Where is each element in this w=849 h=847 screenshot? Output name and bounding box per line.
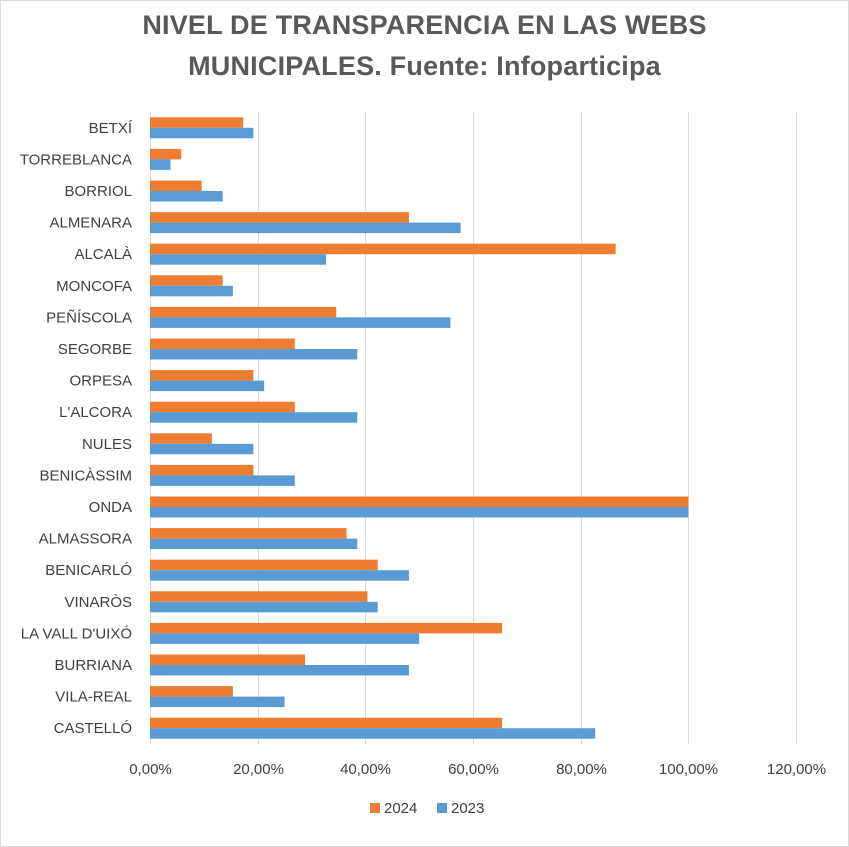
bar-2023 — [150, 222, 461, 234]
x-tick-label: 20,00% — [233, 761, 284, 778]
bar-2024 — [150, 433, 212, 444]
bar-2023 — [150, 317, 451, 328]
category-label: ORPESA — [69, 373, 132, 390]
category-label: TORREBLANCA — [20, 151, 132, 168]
chart-title-line-1: NIVEL DE TRANSPARENCIA EN LAS WEBS — [142, 10, 707, 40]
bar-2023 — [150, 412, 358, 423]
bar-2023 — [150, 538, 358, 550]
category-label: SEGORBE — [58, 341, 132, 358]
category-label: BORRIOL — [64, 183, 132, 200]
x-tick-label: 60,00% — [448, 761, 499, 778]
bar-2024 — [150, 622, 503, 634]
category-label: BENICARLÓ — [45, 562, 132, 579]
x-tick-label: 100,00% — [659, 761, 718, 778]
category-label: BENICÀSSIM — [39, 467, 132, 484]
x-tick-label: 0,00% — [129, 761, 172, 778]
bar-2023 — [150, 349, 358, 360]
category-label: ALCALÀ — [74, 246, 132, 263]
category-label: BURRIANA — [54, 657, 132, 674]
bar-2023 — [150, 443, 254, 455]
bar-2023 — [150, 475, 295, 486]
x-tick-label: 120,00% — [767, 761, 826, 778]
category-label: CASTELLÓ — [54, 720, 132, 737]
x-tick-label: 40,00% — [340, 761, 391, 778]
bar-2023 — [150, 696, 285, 708]
bar-2023 — [150, 159, 171, 170]
bar-2024 — [150, 117, 244, 128]
bar-2024 — [150, 275, 223, 286]
bar-2023 — [150, 570, 409, 581]
legend-label-2023: 2023 — [451, 800, 484, 817]
bar-2023 — [150, 380, 265, 392]
legend-label-2024: 2024 — [384, 800, 417, 817]
bar-2024 — [150, 591, 368, 602]
bar-2024 — [150, 559, 378, 571]
x-tick-label: 80,00% — [556, 761, 607, 778]
bar-2023 — [150, 507, 689, 518]
bar-2024 — [150, 496, 689, 507]
bar-2024 — [150, 528, 347, 539]
category-label: ONDA — [89, 499, 132, 516]
bar-2023 — [150, 191, 223, 202]
bar-2024 — [150, 464, 254, 476]
chart-title-line-2: MUNICIPALES. Fuente: Infoparticipa — [188, 51, 661, 81]
bar-2023 — [150, 285, 233, 297]
bar-2024 — [150, 654, 306, 665]
category-label: LA VALL D'UIXÓ — [21, 625, 132, 642]
category-label: PEÑÍSCOLA — [46, 309, 132, 326]
bar-2024 — [150, 686, 233, 697]
category-label: L'ALCORA — [59, 404, 132, 421]
bar-2024 — [150, 717, 503, 729]
category-label: ALMENARA — [49, 215, 132, 232]
bar-2023 — [150, 127, 254, 139]
category-label: NULES — [82, 436, 132, 453]
bar-2023 — [150, 633, 420, 644]
bar-2024 — [150, 148, 182, 160]
category-label: BETXÍ — [89, 120, 133, 137]
bar-2024 — [150, 180, 202, 191]
bar-2024 — [150, 338, 295, 349]
bar-2024 — [150, 306, 337, 318]
bar-2024 — [150, 243, 616, 255]
bar-2023 — [150, 601, 378, 613]
bar-2023 — [150, 728, 596, 739]
category-label: VILA-REAL — [55, 689, 132, 706]
bar-2024 — [150, 370, 254, 381]
bar-2023 — [150, 254, 327, 265]
bar-2024 — [150, 212, 409, 223]
bar-2024 — [150, 401, 295, 413]
bar-2023 — [150, 665, 409, 676]
category-label: VINARÒS — [64, 594, 132, 611]
category-label: ALMASSORA — [39, 531, 132, 548]
category-label: MONCOFA — [56, 278, 132, 295]
legend-swatch-2023 — [437, 803, 447, 813]
legend-swatch-2024 — [370, 803, 380, 813]
